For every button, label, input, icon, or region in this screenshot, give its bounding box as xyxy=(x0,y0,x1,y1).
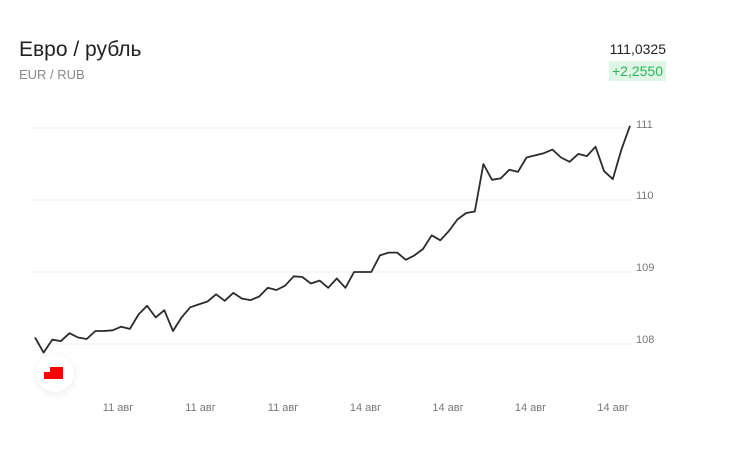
x-tick-label: 11 авг xyxy=(103,402,133,414)
y-tick-label: 110 xyxy=(636,190,654,202)
price-line xyxy=(34,125,631,354)
y-tick-label: 109 xyxy=(636,262,654,274)
x-tick-label: 14 авг xyxy=(350,402,381,414)
red-bank-logo-icon xyxy=(36,354,74,392)
x-tick-label: 11 авг xyxy=(268,402,298,414)
price-change-badge: +2,2550 xyxy=(609,61,666,81)
instrument-ticker: EUR / RUB xyxy=(19,67,85,82)
x-tick-label: 14 авг xyxy=(597,402,628,414)
x-tick-label: 11 авг xyxy=(185,402,215,414)
current-price: 111,0325 xyxy=(609,41,666,57)
instrument-title: Евро / рубль xyxy=(19,38,142,61)
x-tick-label: 14 авг xyxy=(432,402,463,414)
x-tick-label: 14 авг xyxy=(515,402,546,414)
y-tick-label: 108 xyxy=(636,334,654,346)
y-tick-label: 111 xyxy=(636,119,653,131)
